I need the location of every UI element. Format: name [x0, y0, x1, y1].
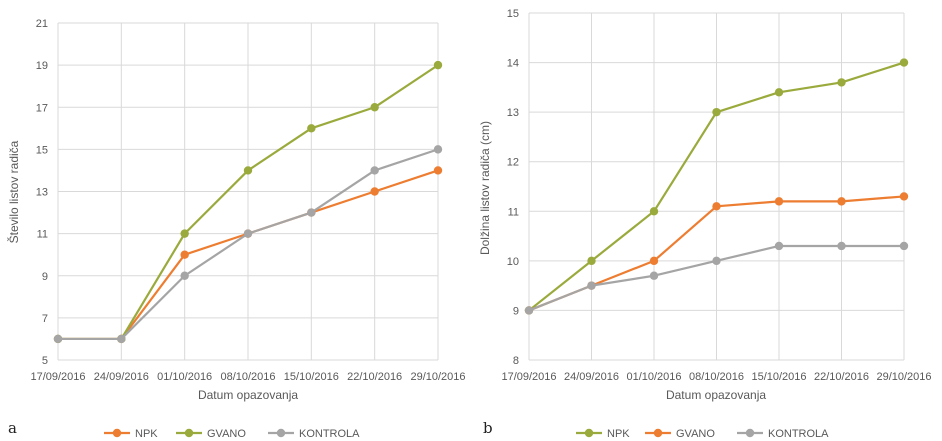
legend-marker	[584, 428, 594, 438]
data-point	[180, 229, 189, 238]
data-point	[370, 103, 379, 112]
legend-label: KONTROLA	[299, 428, 360, 440]
x-tick-label: 15/10/2016	[751, 371, 806, 383]
data-point	[649, 256, 659, 266]
data-point	[712, 256, 721, 266]
data-point	[899, 192, 909, 201]
legend-marker	[276, 428, 286, 438]
y-tick-label: 8	[513, 355, 519, 367]
y-tick-label: 19	[36, 60, 48, 72]
data-point	[587, 281, 596, 290]
data-point	[433, 60, 443, 70]
data-point	[433, 145, 443, 154]
chart-panel-b: 8 9 10 11 12 13 14 15 17/09/2016 24/09/2016 01/10/…	[478, 8, 932, 440]
x-tick-label: 29/10/2016	[876, 371, 931, 383]
y-tick-label: 12	[507, 157, 519, 169]
x-tick-label: 08/10/2016	[220, 371, 275, 383]
y-tick-label: 9	[513, 305, 519, 317]
data-point	[774, 241, 784, 251]
y-tick-label: 5	[42, 355, 48, 367]
data-point	[712, 202, 721, 211]
chart-panel-a: 5 7 9 11 13 15 17 19 21 17/09/2016 24/09/2016 01/10…	[6, 18, 466, 440]
data-point	[899, 241, 909, 251]
y-tick-label: 11	[508, 206, 519, 218]
x-tick-label: 17/09/2016	[30, 371, 85, 383]
data-point	[180, 250, 189, 259]
data-point	[180, 271, 189, 280]
y-tick-label: 9	[42, 271, 48, 283]
data-point	[587, 256, 596, 266]
data-point	[649, 207, 659, 216]
y-tick-label: 17	[36, 102, 48, 114]
data-point	[524, 306, 534, 315]
x-tick-label: 15/10/2016	[284, 371, 339, 383]
x-axis-title: Datum opazovanja	[198, 388, 298, 402]
legend-item: GVANO	[176, 428, 246, 440]
y-tick-label: 14	[507, 58, 519, 70]
x-tick-label: 24/09/2016	[564, 371, 619, 383]
y-tick-label: 7	[42, 313, 48, 325]
x-tick-label: 01/10/2016	[157, 371, 212, 383]
data-point	[243, 229, 253, 238]
data-point	[307, 124, 316, 133]
legend-item: KONTROLA	[268, 428, 360, 440]
legend-item: NPK	[576, 428, 630, 440]
y-axis-title: Število listov radiča	[6, 140, 21, 243]
data-point	[712, 107, 721, 117]
data-point	[899, 58, 909, 67]
legend-item: GVANO	[645, 428, 715, 440]
y-tick-label: 13	[36, 187, 48, 199]
x-tick-label: 22/10/2016	[347, 371, 402, 383]
legend-label: NPK	[135, 428, 158, 440]
x-tick-label: 24/09/2016	[94, 371, 149, 383]
y-tick-label: 11	[37, 229, 48, 241]
data-point	[243, 166, 253, 175]
legend-marker	[112, 428, 122, 438]
y-tick-label: 15	[36, 144, 48, 156]
data-point	[837, 241, 846, 251]
legend-marker	[745, 428, 755, 438]
panel-label: b	[483, 419, 493, 437]
y-tick-label: 10	[507, 256, 519, 268]
data-point	[649, 271, 659, 280]
legend-item: NPK	[104, 428, 158, 440]
legend-label: KONTROLA	[768, 428, 829, 440]
data-point	[837, 78, 846, 87]
y-axis-title: Dolžina listov radiča (cm)	[478, 121, 492, 255]
legend-item: KONTROLA	[737, 428, 829, 440]
data-point	[53, 334, 63, 344]
y-tick-label: 13	[507, 107, 519, 119]
data-point	[837, 197, 846, 206]
data-point	[370, 187, 379, 196]
legend-marker	[184, 428, 194, 438]
legend-label: GVANO	[207, 428, 246, 440]
x-tick-label: 29/10/2016	[410, 371, 465, 383]
legend-label: GVANO	[676, 428, 715, 440]
legend-label: NPK	[607, 428, 630, 440]
x-tick-label: 17/09/2016	[501, 371, 556, 383]
data-point	[774, 197, 784, 206]
data-point	[307, 208, 316, 217]
x-tick-label: 22/10/2016	[814, 371, 869, 383]
data-point	[433, 166, 443, 175]
data-point	[117, 334, 126, 344]
data-point	[774, 88, 784, 97]
data-point	[370, 166, 379, 175]
x-axis-title: Datum opazovanja	[666, 388, 766, 402]
panel-label: a	[8, 419, 17, 437]
y-tick-label: 15	[507, 8, 519, 20]
y-tick-label: 21	[36, 18, 48, 30]
x-tick-label: 01/10/2016	[626, 371, 681, 383]
x-tick-label: 08/10/2016	[689, 371, 744, 383]
legend-marker	[653, 428, 663, 438]
